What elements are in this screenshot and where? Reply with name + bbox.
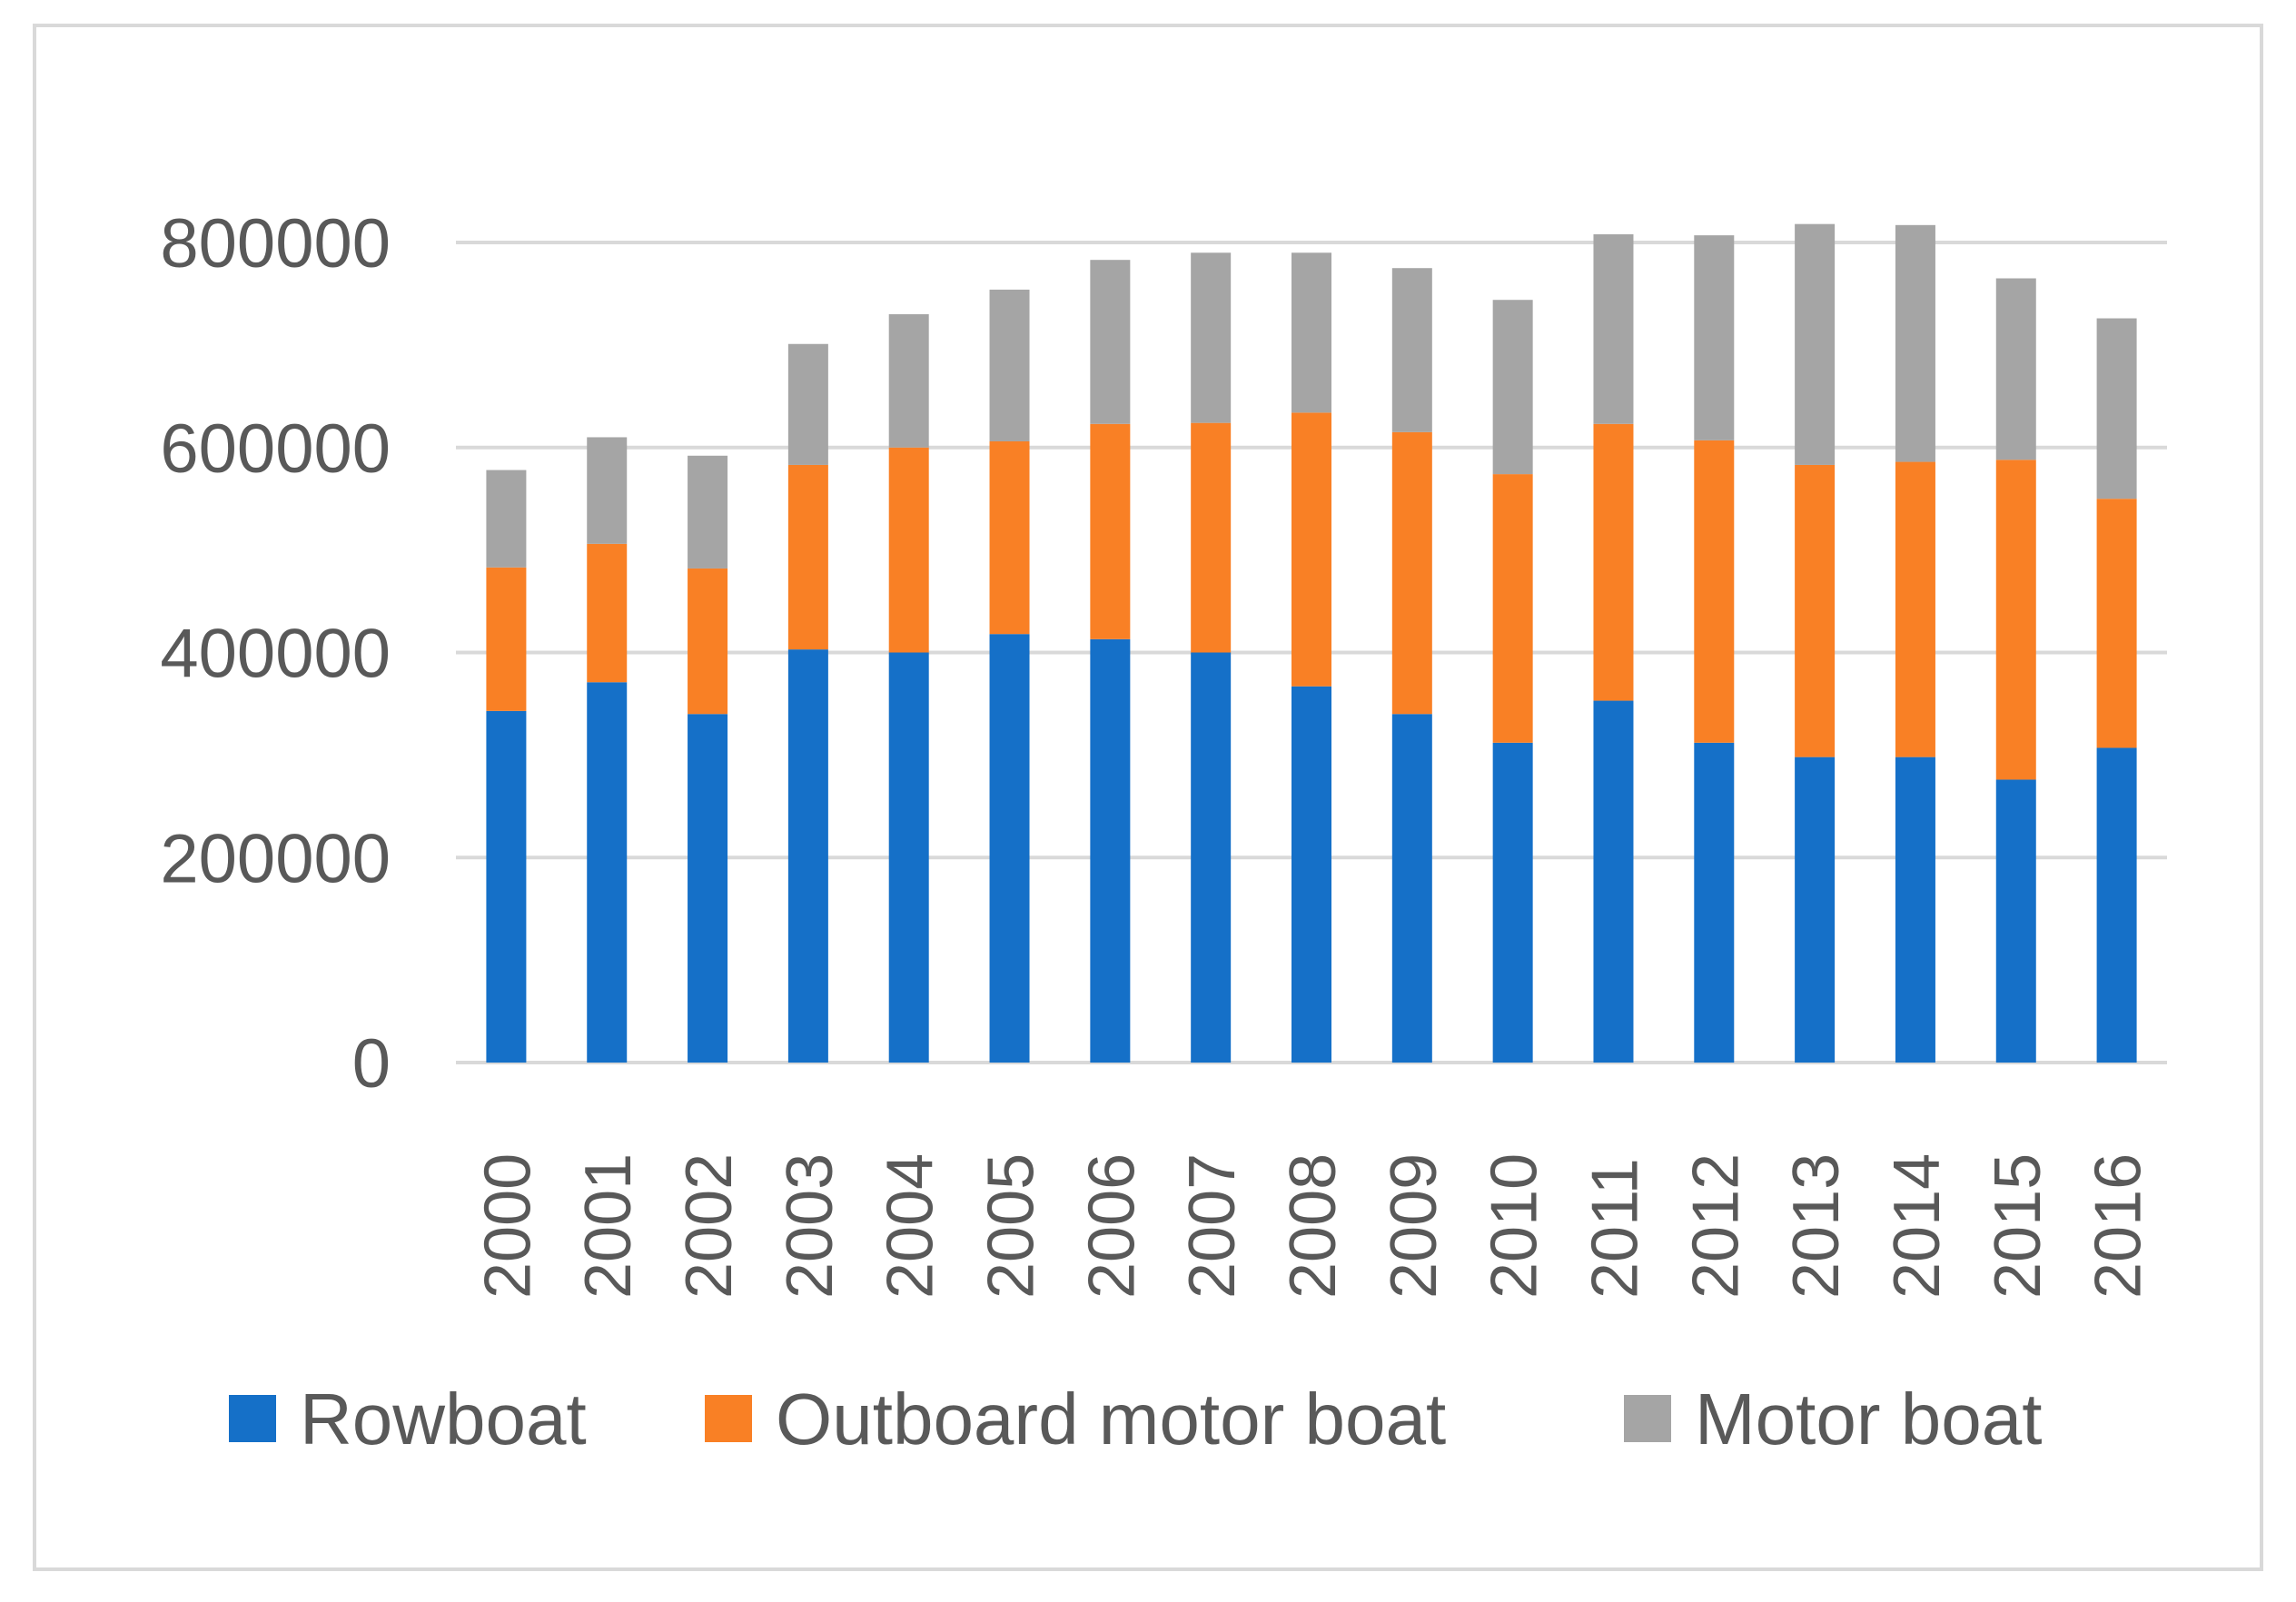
x-tick-label: 2006 [1075,1153,1148,1299]
bar-outboard-motor-boat-2015 [1995,460,2036,780]
legend-swatch-rowboat [229,1395,276,1442]
legend-label: Motor boat [1695,1379,2042,1459]
bar-motor-boat-2001 [587,437,628,544]
x-tick-label: 2009 [1378,1153,1450,1299]
bar-rowboat-2001 [587,682,628,1063]
bar-rowboat-2003 [787,649,828,1063]
bar-rowboat-2000 [486,710,527,1063]
bar-motor-boat-2002 [688,455,728,569]
x-tick-label: 2003 [774,1153,846,1299]
y-tick-label: 800000 [160,205,391,282]
legend-label: Rowboat [300,1379,587,1459]
x-tick-label: 2014 [1881,1153,1954,1299]
bar-outboard-motor-boat-2000 [486,567,527,711]
y-axis-ticks: 0 200000 400000 600000 800000 [160,205,391,1103]
bar-outboard-motor-boat-2006 [1090,423,1131,639]
bar-motor-boat-2011 [1593,233,1634,424]
bar-rowboat-2012 [1694,742,1735,1063]
bar-motor-boat-2000 [486,470,527,568]
chart-frame: 0 200000 400000 600000 800000 2000 2001 2002 20… [33,24,2263,1571]
x-tick-label: 2007 [1176,1153,1249,1299]
x-tick-label: 2005 [975,1153,1048,1299]
bar-rowboat-2011 [1593,700,1634,1063]
bar-rowboat-2016 [2096,747,2137,1063]
bar-rowboat-2008 [1292,686,1331,1063]
x-tick-label: 2010 [1479,1153,1551,1299]
bar-outboard-motor-boat-2009 [1391,431,1432,715]
y-tick-label: 600000 [160,410,391,488]
bar-outboard-motor-boat-2010 [1492,474,1533,743]
bar-rowboat-2014 [1895,756,1935,1063]
x-tick-label: 2004 [875,1153,947,1299]
bar-motor-boat-2008 [1292,252,1331,413]
bar-motor-boat-2005 [989,289,1030,441]
bar-motor-boat-2009 [1391,268,1432,432]
x-tick-label: 2015 [1982,1153,2054,1299]
bar-outboard-motor-boat-2003 [787,464,828,650]
bar-outboard-motor-boat-2001 [587,543,628,683]
x-tick-label: 2016 [2083,1153,2155,1299]
bar-rowboat-2005 [989,634,1030,1063]
bar-motor-boat-2016 [2096,318,2137,499]
bars [486,223,2137,1063]
bar-rowboat-2013 [1795,756,1836,1063]
bar-motor-boat-2007 [1191,252,1232,423]
bar-outboard-motor-boat-2011 [1593,423,1634,701]
bar-outboard-motor-boat-2004 [888,447,929,653]
bar-outboard-motor-boat-2008 [1292,412,1331,687]
x-tick-label: 2008 [1277,1153,1350,1299]
bar-motor-boat-2010 [1492,300,1533,475]
bar-rowboat-2009 [1391,714,1432,1063]
legend-swatch-motor-boat [1624,1395,1671,1442]
x-tick-label: 2002 [673,1153,746,1299]
bar-rowboat-2006 [1090,638,1131,1063]
bar-motor-boat-2004 [888,314,929,448]
legend-label: Outboard motor boat [776,1379,1446,1459]
bar-motor-boat-2014 [1895,224,1935,462]
bar-outboard-motor-boat-2005 [989,440,1030,635]
y-tick-label: 200000 [160,820,391,897]
x-tick-label: 2013 [1780,1153,1853,1299]
bar-motor-boat-2015 [1995,278,2036,460]
y-tick-label: 0 [352,1025,391,1103]
bar-motor-boat-2012 [1694,235,1735,440]
bar-rowboat-2015 [1995,779,2036,1063]
bar-motor-boat-2003 [787,343,828,465]
bar-outboard-motor-boat-2014 [1895,461,1935,757]
bar-rowboat-2007 [1191,652,1232,1063]
bar-outboard-motor-boat-2012 [1694,440,1735,743]
legend-swatch-outboard-motor-boat [705,1395,752,1442]
bar-outboard-motor-boat-2013 [1795,464,1836,757]
bar-motor-boat-2006 [1090,260,1131,424]
bar-rowboat-2002 [688,714,728,1063]
x-axis-ticks: 2000 2001 2002 2003 2004 2005 2006 2007 2008 2009… [471,1153,2154,1299]
y-tick-label: 400000 [160,616,391,693]
bar-rowboat-2004 [888,652,929,1063]
bar-rowboat-2010 [1492,742,1533,1063]
bar-outboard-motor-boat-2007 [1191,422,1232,653]
bar-motor-boat-2013 [1795,223,1836,465]
legend: Rowboat Outboard motor boat Motor boat [229,1379,2042,1459]
x-tick-label: 2012 [1679,1153,1752,1299]
x-tick-label: 2011 [1578,1158,1651,1299]
x-tick-label: 2000 [471,1153,544,1299]
bar-outboard-motor-boat-2002 [688,568,728,715]
bar-outboard-motor-boat-2016 [2096,499,2137,748]
x-tick-label: 2001 [572,1153,645,1299]
